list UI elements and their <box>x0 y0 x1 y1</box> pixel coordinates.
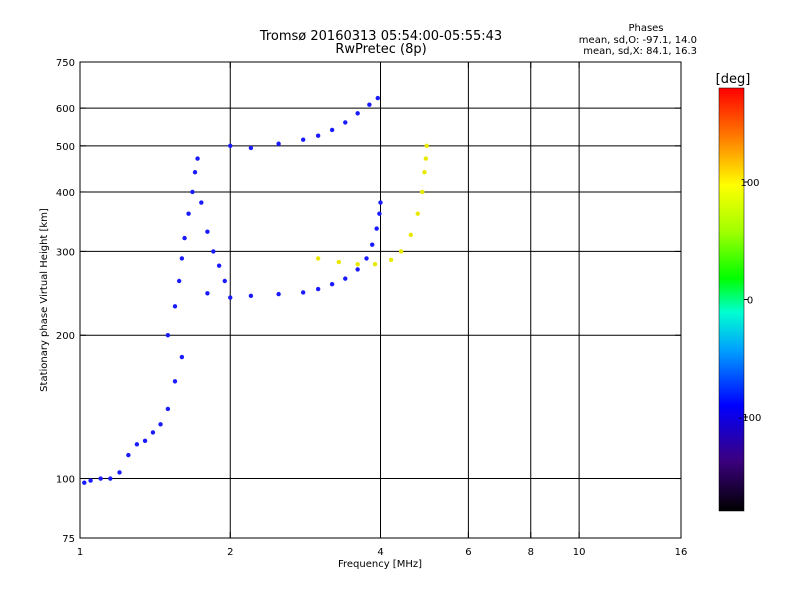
data-point <box>248 145 254 151</box>
data-point <box>142 438 148 444</box>
data-point <box>300 290 306 295</box>
data-point <box>126 452 131 458</box>
data-point <box>205 291 210 296</box>
chart-title: Tromsø 20160313 05:54:00-05:55:43 <box>259 29 502 44</box>
data-point <box>388 257 394 263</box>
colorbar-label: [deg] <box>716 72 751 87</box>
x-tick-label: 8 <box>528 547 534 558</box>
data-point <box>165 333 171 338</box>
data-point <box>134 442 140 447</box>
data-point <box>179 354 185 360</box>
y-axis-label: Stationary phase Virtual Height [km] <box>39 208 50 392</box>
data-point <box>190 189 195 195</box>
y-tick-label: 200 <box>56 331 75 342</box>
data-point <box>228 295 233 300</box>
x-tick-label: 10 <box>573 547 586 558</box>
data-point <box>355 267 360 272</box>
data-point <box>108 476 113 481</box>
x-tick-label: 2 <box>227 547 233 558</box>
data-point <box>375 95 380 101</box>
colorbar-tick-label: 100 <box>740 178 759 189</box>
colorbar-tick-label: -100 <box>739 413 762 424</box>
y-tick-label: 500 <box>56 142 75 153</box>
data-point <box>158 422 163 427</box>
data-point <box>374 226 379 231</box>
data-point <box>423 156 429 161</box>
x-tick-label: 1 <box>77 547 83 558</box>
data-point <box>367 102 372 107</box>
data-point <box>228 143 233 149</box>
data-point <box>343 276 348 281</box>
data-point <box>88 478 93 483</box>
data-point <box>415 211 420 216</box>
data-point <box>195 156 200 161</box>
data-point <box>343 120 348 125</box>
phase-stats-heading: Phases <box>628 23 663 34</box>
phase-stats-x-mode: mean, sd,X: 84.1, 16.3 <box>583 46 697 57</box>
y-axis-ticks: 75 100 200 300 400 500 600 750 <box>56 58 681 545</box>
data-point <box>300 137 306 142</box>
data-point <box>179 256 185 261</box>
data-point <box>192 170 198 175</box>
y-tick-label: 75 <box>62 534 75 545</box>
chart-subtitle: RwPretec (8p) <box>335 42 426 57</box>
data-point <box>336 259 342 265</box>
y-tick-label: 300 <box>56 247 75 258</box>
phase-stats-o-mode: mean, sd,O: -97.1, 14.0 <box>579 35 697 46</box>
data-point <box>364 256 369 261</box>
data-point <box>182 235 187 241</box>
x-tick-label: 4 <box>377 547 383 558</box>
data-point <box>82 480 87 485</box>
data-point <box>315 286 321 292</box>
data-point <box>172 379 178 384</box>
data-point <box>424 143 429 149</box>
grid <box>80 62 681 538</box>
data-point <box>378 200 383 205</box>
y-tick-label: 600 <box>56 104 75 115</box>
data-point <box>150 430 156 435</box>
data-point <box>276 291 281 297</box>
data-point <box>216 263 222 268</box>
data-point <box>172 304 178 309</box>
data-point <box>98 476 103 481</box>
data-points <box>82 95 429 485</box>
data-point <box>199 200 204 205</box>
data-point <box>377 211 382 216</box>
data-point <box>329 127 335 133</box>
data-point <box>398 249 404 254</box>
data-point <box>186 211 191 216</box>
y-tick-label: 750 <box>56 58 75 69</box>
data-point <box>370 242 375 247</box>
data-point <box>329 282 335 287</box>
data-point <box>222 278 227 284</box>
y-tick-label: 100 <box>56 475 75 486</box>
data-point <box>355 111 360 116</box>
colorbar <box>718 87 745 512</box>
data-point <box>420 189 425 195</box>
y-tick-label: 400 <box>56 188 75 199</box>
colorbar-ticks: 100 0 -100 <box>739 178 762 424</box>
x-axis-ticks: 1 2 4 6 8 10 16 <box>77 62 688 558</box>
colorbar-tick-label: 0 <box>747 296 753 307</box>
data-point <box>276 141 281 146</box>
data-point <box>372 262 378 267</box>
x-axis-label: Frequency [MHz] <box>338 559 422 570</box>
data-point <box>355 262 360 267</box>
data-point <box>315 133 321 138</box>
data-point <box>408 232 413 238</box>
x-tick-label: 16 <box>675 547 688 558</box>
data-point <box>315 256 321 261</box>
data-point <box>205 229 210 234</box>
x-tick-label: 6 <box>465 547 471 558</box>
data-point <box>176 278 182 284</box>
data-point <box>117 470 122 475</box>
data-point <box>165 406 171 412</box>
data-point <box>422 170 427 175</box>
data-point <box>248 293 254 299</box>
data-point <box>211 249 216 254</box>
